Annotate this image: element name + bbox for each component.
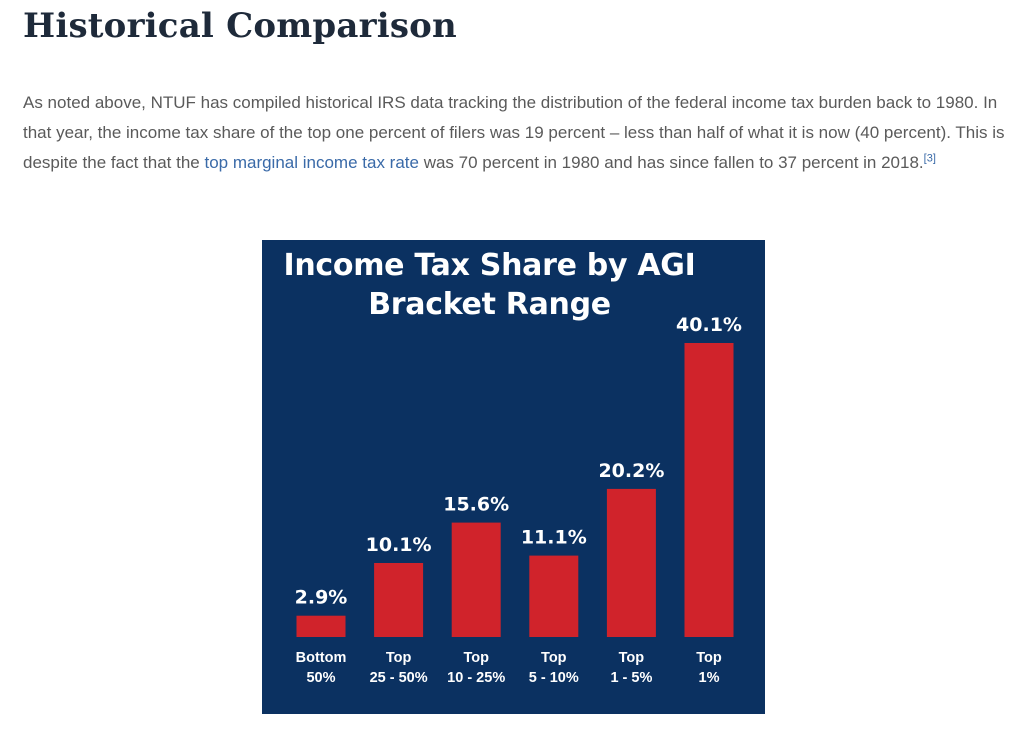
paragraph-text-start: As noted above, NTUF has compiled histor… [23,93,1005,172]
category-label-1: Top 25 - 50% [370,650,428,686]
paragraph-text-end: was 70 percent in 1980 and has since fal… [418,153,924,172]
category-label-2: Top 10 - 25% [447,650,505,686]
chart-title: Income Tax Share by AGI Bracket Range [262,246,717,324]
category-label-5: Top 1% [696,650,722,686]
data-label-1: 10.1% [366,534,432,556]
category-label-4: Top 1 - 5% [610,650,652,686]
data-label-4: 20.2% [598,460,664,482]
bar-3 [529,555,579,637]
section-heading: Historical Comparison [23,6,457,46]
footnote-link[interactable]: [3] [923,152,936,165]
data-label-5: 40.1% [676,314,742,336]
bar-4 [606,488,656,637]
top-marginal-rate-link[interactable]: top marginal income tax rate [204,153,419,172]
bar-1 [374,563,424,637]
data-label-2: 15.6% [443,494,509,516]
data-label-0: 2.9% [295,587,348,609]
bar-2 [451,522,501,637]
chart-title-line-2: Bracket Range [368,287,611,322]
income-tax-share-chart: Income Tax Share by AGI Bracket Range 2.… [262,240,765,714]
article-paragraph: As noted above, NTUF has compiled histor… [23,88,1013,178]
data-label-3: 11.1% [521,527,587,549]
chart-plot-area: 2.9% Bottom 50% 10.1% Top 25 - 50% 15.6% Top 10 … [295,314,742,686]
bar-0 [296,615,346,637]
category-label-3: Top 5 - 10% [529,650,579,686]
chart-title-line-1: Income Tax Share by AGI [283,248,696,283]
bar-5 [684,343,734,637]
category-label-0: Bottom 50% [296,650,347,686]
